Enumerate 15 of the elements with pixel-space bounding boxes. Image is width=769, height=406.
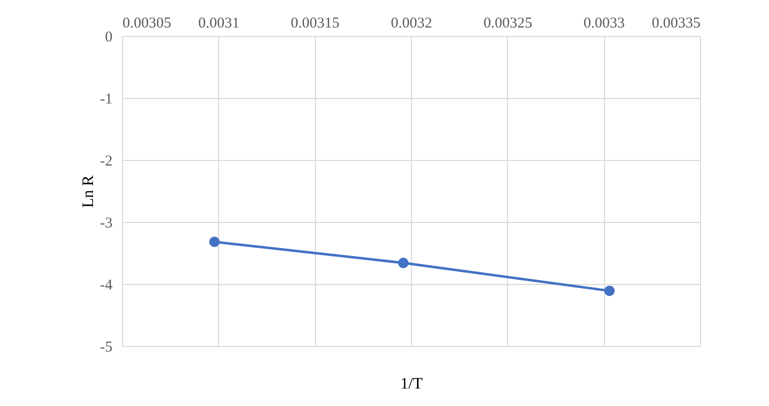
x-tick-label: 0.00305 — [122, 16, 172, 32]
x-tick-label: 0.00315 — [290, 16, 340, 32]
y-tick-label: -4 — [100, 278, 113, 294]
y-axis-title: Ln R — [80, 174, 98, 208]
x-tick-label: 0.00335 — [652, 16, 700, 32]
x-tick-label: 0.00325 — [483, 16, 532, 32]
x-axis-title: 1/T — [400, 376, 423, 392]
y-tick-label: -1 — [100, 92, 112, 108]
x-tick-label: 0.0032 — [390, 16, 432, 32]
x-tick-label: 0.0033 — [584, 16, 625, 32]
y-tick-label: -5 — [100, 340, 112, 356]
x-tick-label: 0.0031 — [198, 16, 240, 32]
y-tick-label: 0 — [105, 30, 112, 46]
y-tick-label: -3 — [100, 216, 112, 232]
y-tick-label: -2 — [100, 154, 112, 170]
